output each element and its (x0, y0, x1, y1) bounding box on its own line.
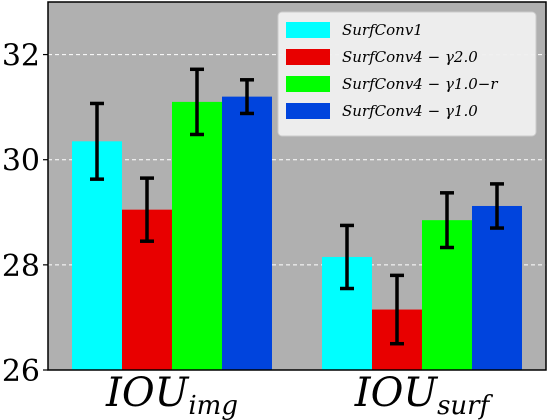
x-category-subscript: surf (437, 391, 494, 420)
y-tick-label: 32 (2, 39, 40, 74)
bar-4-1 (222, 96, 272, 370)
legend-swatch (286, 49, 330, 65)
y-tick-label: 26 (2, 354, 40, 389)
x-category-label: IOUsurf (354, 370, 494, 420)
y-tick-label: 28 (2, 249, 40, 284)
y-tick-label: 30 (2, 144, 40, 179)
legend-label: SurfConv4 − γ1.0−r (342, 75, 498, 93)
bar-4-2 (472, 205, 522, 370)
plot-frame (47, 1, 547, 371)
error-bars (90, 67, 504, 346)
legend-swatch (286, 76, 330, 92)
legend: SurfConv1 SurfConv4 − γ2.0 SurfConv4 − γ1.… (277, 11, 537, 137)
legend-label: SurfConv1 (342, 21, 423, 39)
bars (72, 96, 522, 370)
legend-swatch (286, 103, 330, 119)
x-category-base: IOU (105, 370, 190, 416)
x-axis-categories: IOUimg IOUsurf (105, 370, 494, 420)
x-category-label: IOUimg (105, 370, 238, 420)
bar-3-1 (172, 101, 222, 370)
y-axis-ticks: 26 28 30 32 (2, 39, 48, 389)
legend-swatch (286, 22, 330, 38)
x-category-subscript: img (188, 391, 238, 420)
legend-label: SurfConv4 − γ2.0 (342, 48, 478, 66)
legend-box (277, 11, 537, 137)
legend-label: SurfConv4 − γ1.0 (342, 102, 478, 120)
x-category-base: IOU (354, 370, 439, 416)
